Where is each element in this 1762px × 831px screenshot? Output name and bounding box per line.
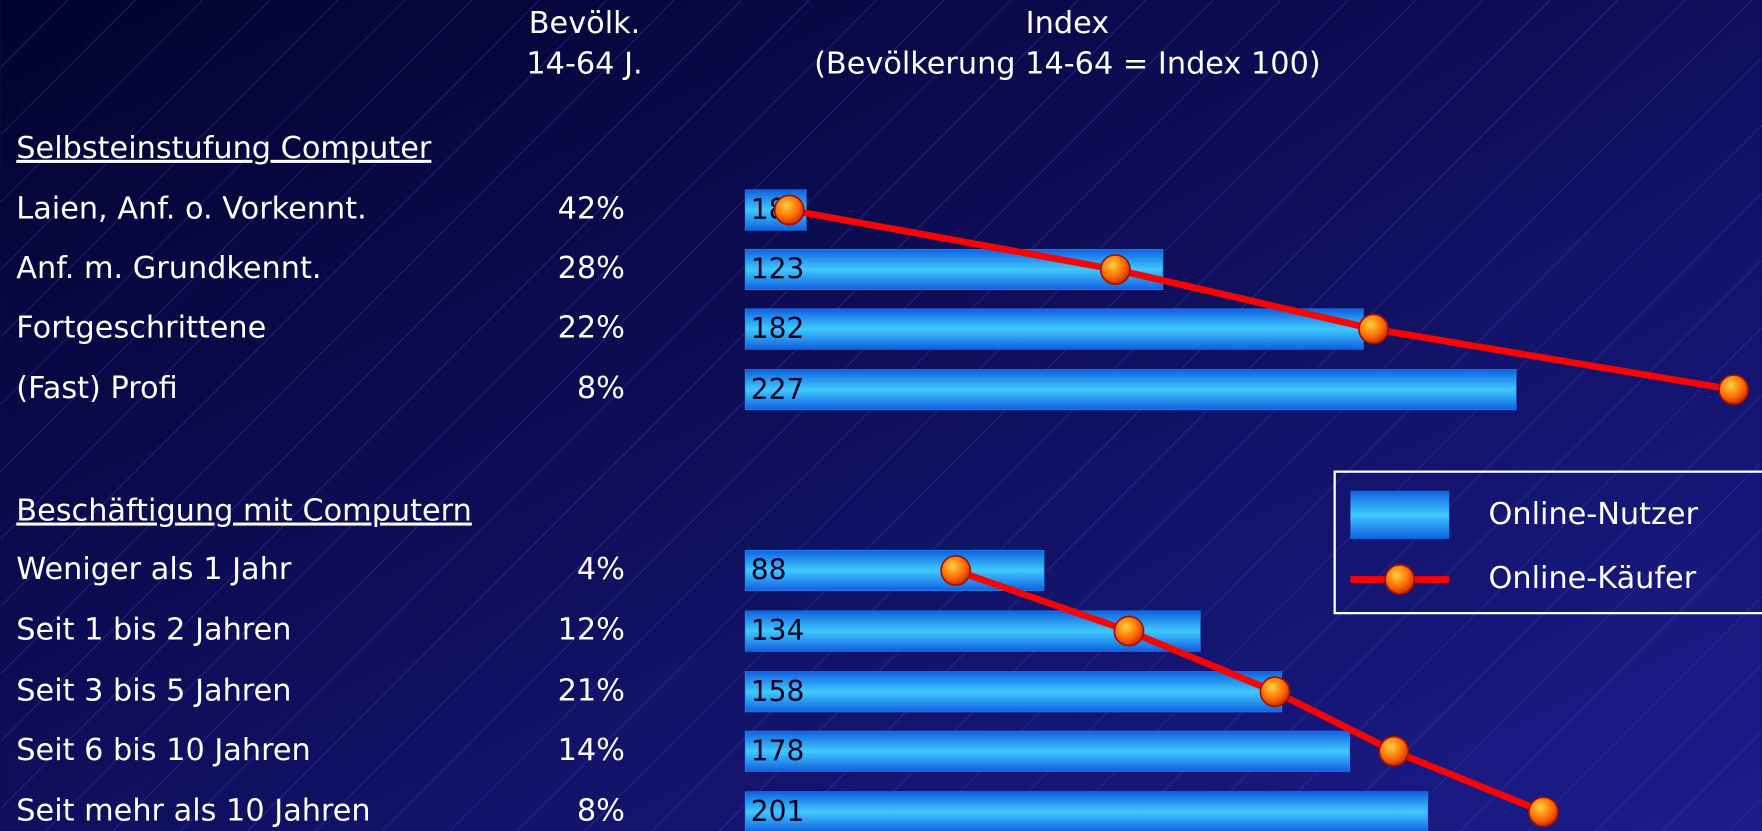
header: Index: [1026, 6, 1109, 41]
legend-box: [1333, 470, 1762, 615]
line-marker: [1358, 313, 1390, 345]
legend-swatch: [1384, 564, 1416, 595]
line-marker: [1527, 796, 1559, 828]
line-marker: [1099, 254, 1131, 285]
population-share: 8%: [577, 371, 625, 406]
bar-label: 88: [751, 554, 787, 587]
population-share: 21%: [558, 673, 625, 708]
bar-label: 201: [751, 795, 805, 828]
bar-label: 158: [751, 675, 805, 708]
bar-label: 182: [751, 312, 805, 345]
population-share: 22%: [558, 311, 625, 346]
header: (Bevölkerung 14-64 = Index 100): [814, 47, 1321, 82]
population-share: 4%: [577, 552, 625, 587]
row-label: Seit 6 bis 10 Jahren: [16, 733, 310, 768]
legend-label: Online-Nutzer: [1489, 497, 1699, 532]
line-marker: [1113, 615, 1145, 647]
bar: [744, 369, 1517, 411]
population-share: 28%: [558, 251, 625, 286]
population-share: 42%: [558, 191, 625, 226]
header: 14-64 J.: [526, 47, 642, 82]
legend-label: Online-Käufer: [1489, 561, 1697, 596]
bar-label: 178: [751, 734, 805, 767]
bar: [744, 671, 1283, 713]
bar-label: 227: [751, 373, 805, 406]
row-label: Seit mehr als 10 Jahren: [16, 793, 370, 828]
group-title: Beschäftigung mit Computern: [16, 494, 472, 529]
row-label: Laien, Anf. o. Vorkennt.: [16, 191, 366, 226]
line-marker: [1378, 735, 1410, 767]
row-label: Fortgeschrittene: [16, 311, 266, 346]
row-label: (Fast) Profi: [16, 371, 177, 406]
line: [788, 206, 1735, 393]
legend-swatch: [1350, 490, 1450, 540]
population-share: 12%: [558, 613, 625, 648]
row-label: Anf. m. Grundkennt.: [16, 251, 321, 286]
bar: [744, 791, 1429, 831]
row-label: Weniger als 1 Jahr: [16, 552, 292, 587]
line-marker: [1718, 374, 1750, 406]
line-marker: [940, 555, 972, 586]
bar: [744, 730, 1351, 772]
row-label: Seit 3 bis 5 Jahren: [16, 673, 291, 708]
population-share: 14%: [558, 733, 625, 768]
line-marker: [1259, 676, 1291, 708]
group-title: Selbsteinstufung Computer: [16, 131, 432, 166]
header: Bevölk.: [529, 6, 641, 41]
population-share: 8%: [577, 793, 625, 828]
bar: [744, 249, 1164, 291]
line-marker: [773, 194, 805, 226]
bar-label: 134: [751, 614, 805, 647]
bar-label: 123: [751, 253, 805, 286]
row-label: Seit 1 bis 2 Jahren: [16, 613, 291, 648]
bar: [744, 308, 1364, 350]
